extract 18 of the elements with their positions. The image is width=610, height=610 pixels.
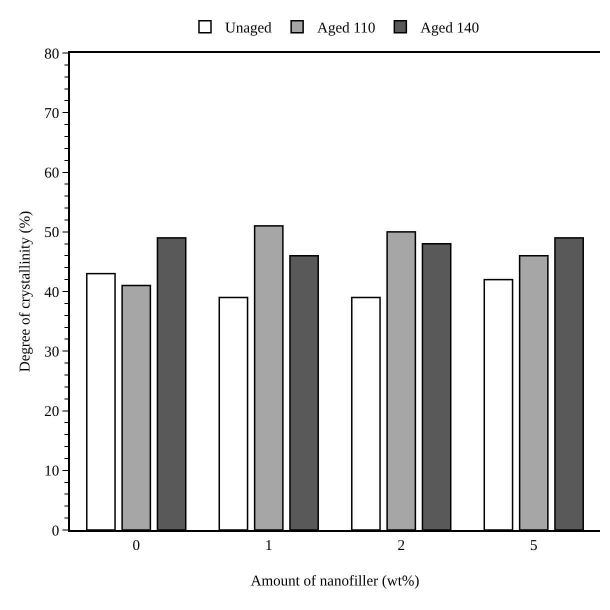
y-tick-label: 40 [44,284,60,301]
x-axis-title: Amount of nanofiller (wt%) [250,574,420,590]
legend-label: Aged 110 [317,20,376,37]
y-tick-label: 60 [44,166,60,182]
x-tick-label: 2 [398,538,405,554]
x-tick-label: 0 [132,538,140,554]
y-tick-label: 80 [44,46,60,62]
legend-label: Unaged [225,20,272,37]
y-tick-label: 50 [44,225,60,242]
legend-label: Aged 140 [420,20,480,37]
y-tick-label: 30 [44,344,60,360]
x-tick-label: 5 [530,538,538,554]
y-tick-label: 20 [44,404,60,420]
y-axis-title: Degree of crystallinity (%) [18,210,34,372]
y-tick-label: 70 [44,106,60,122]
y-tick-label: 0 [52,523,60,540]
x-tick-label: 1 [265,538,272,554]
y-tick-label: 10 [44,464,60,480]
